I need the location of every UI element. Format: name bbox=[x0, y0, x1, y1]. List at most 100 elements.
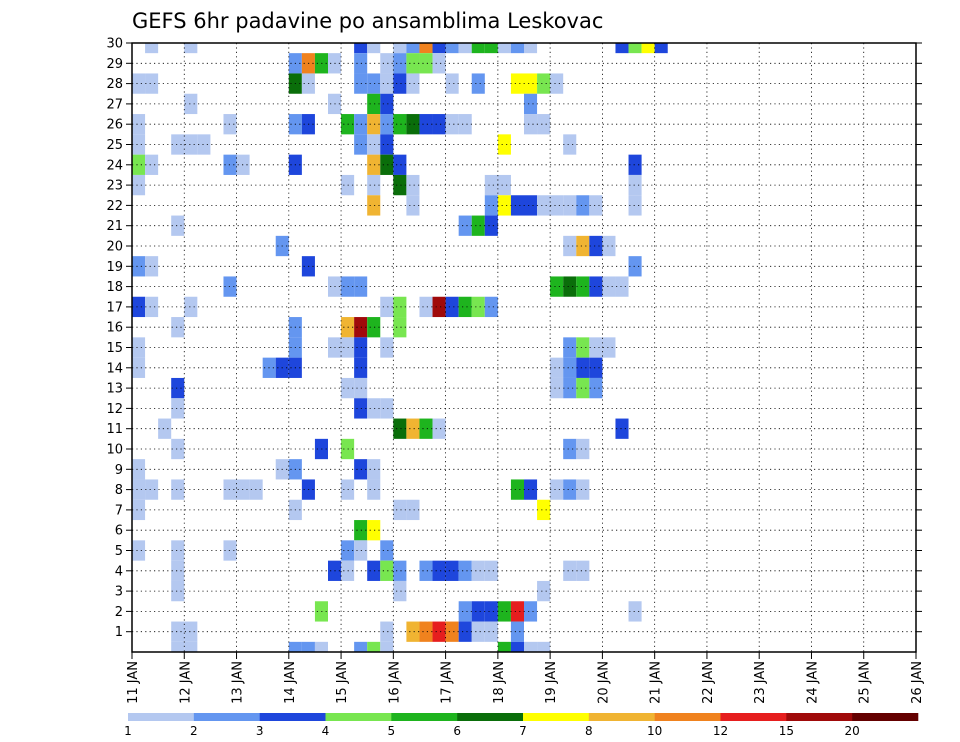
cell-member-18-step-32 bbox=[550, 276, 564, 297]
cells-layer bbox=[132, 43, 668, 652]
cell-member-26-step-18 bbox=[367, 114, 381, 135]
cell-member-2-step-29 bbox=[510, 601, 524, 622]
y-tick-label: 16 bbox=[106, 321, 123, 336]
cell-member-24-step-1 bbox=[145, 154, 159, 175]
colorbar-label: 10 bbox=[647, 724, 662, 738]
cell-member-22-step-33 bbox=[563, 195, 577, 216]
colorbar-label: 15 bbox=[779, 724, 794, 738]
cell-member-4-step-33 bbox=[563, 560, 577, 581]
cell-member-24-step-7 bbox=[223, 154, 237, 175]
cell-member-23-step-18 bbox=[367, 174, 381, 196]
cell-member-13-step-34 bbox=[576, 377, 590, 399]
cell-member-4-step-22 bbox=[419, 560, 433, 581]
cell-member-8-step-3 bbox=[171, 479, 185, 500]
cell-member-0-step-12 bbox=[288, 641, 302, 652]
cell-member-1-step-4 bbox=[184, 621, 198, 642]
cell-member-22-step-32 bbox=[550, 195, 564, 216]
cell-member-4-step-18 bbox=[367, 560, 381, 581]
cell-member-26-step-30 bbox=[524, 114, 538, 135]
cell-member-17-step-22 bbox=[419, 296, 433, 318]
cell-member-24-step-38 bbox=[628, 154, 642, 175]
cell-member-4-step-26 bbox=[471, 560, 485, 581]
cell-member-16-step-17 bbox=[354, 317, 368, 338]
cell-member-28-step-32 bbox=[550, 73, 564, 94]
cell-member-1-step-25 bbox=[458, 621, 472, 642]
cell-member-10-step-34 bbox=[576, 438, 590, 460]
colorbar-swatch bbox=[325, 713, 392, 721]
cell-member-14-step-0 bbox=[132, 357, 146, 378]
cell-member-17-step-4 bbox=[184, 296, 198, 318]
colorbar-label: 8 bbox=[585, 724, 593, 738]
cell-member-22-step-21 bbox=[406, 195, 420, 216]
cell-member-4-step-3 bbox=[171, 560, 185, 581]
cell-member-30-step-25 bbox=[458, 43, 472, 54]
cell-member-5-step-7 bbox=[223, 540, 237, 561]
cell-member-27-step-4 bbox=[184, 93, 198, 115]
cell-member-11-step-21 bbox=[406, 418, 420, 439]
cell-member-1-step-22 bbox=[419, 621, 433, 642]
colorbar-swatch bbox=[852, 713, 919, 721]
colorbar-swatch bbox=[786, 713, 853, 721]
cell-member-5-step-0 bbox=[132, 540, 146, 561]
cell-member-24-step-0 bbox=[132, 154, 146, 175]
cell-member-26-step-20 bbox=[393, 114, 407, 135]
y-tick-label: 7 bbox=[115, 503, 123, 518]
cell-member-30-step-21 bbox=[406, 43, 420, 54]
y-tick-label: 10 bbox=[106, 443, 123, 458]
y-tick-label: 15 bbox=[106, 341, 123, 356]
cell-member-17-step-27 bbox=[484, 296, 498, 318]
cell-member-29-step-20 bbox=[393, 53, 407, 74]
cell-member-17-step-23 bbox=[432, 296, 446, 318]
cell-member-12-step-19 bbox=[380, 398, 394, 419]
cell-member-19-step-38 bbox=[628, 256, 642, 277]
cell-member-17-step-0 bbox=[132, 296, 146, 318]
cell-member-29-step-17 bbox=[354, 53, 368, 74]
cell-member-22-step-34 bbox=[576, 195, 590, 216]
cell-member-8-step-34 bbox=[576, 479, 590, 500]
cell-member-18-step-34 bbox=[576, 276, 590, 297]
cell-member-21-step-3 bbox=[171, 215, 185, 236]
cell-member-4-step-25 bbox=[458, 560, 472, 581]
y-tick-label: 27 bbox=[106, 97, 123, 112]
cell-member-17-step-25 bbox=[458, 296, 472, 318]
cell-member-20-step-35 bbox=[589, 235, 603, 257]
colorbar-swatch bbox=[259, 713, 326, 721]
cell-member-25-step-3 bbox=[171, 134, 185, 155]
cell-member-21-step-27 bbox=[484, 215, 498, 236]
cell-member-24-step-19 bbox=[380, 154, 394, 175]
cell-member-11-step-20 bbox=[393, 418, 407, 439]
cell-member-9-step-17 bbox=[354, 459, 368, 480]
cell-member-4-step-34 bbox=[576, 560, 590, 581]
cell-member-7-step-20 bbox=[393, 499, 407, 521]
cell-member-23-step-0 bbox=[132, 174, 146, 196]
cell-member-18-step-36 bbox=[602, 276, 616, 297]
cell-member-28-step-24 bbox=[445, 73, 459, 94]
cell-member-27-step-18 bbox=[367, 93, 381, 115]
cell-member-9-step-0 bbox=[132, 459, 146, 480]
cell-member-14-step-33 bbox=[563, 357, 577, 378]
cell-member-15-step-34 bbox=[576, 337, 590, 358]
cell-member-8-step-29 bbox=[510, 479, 524, 500]
cell-member-30-step-39 bbox=[641, 43, 655, 54]
cell-member-0-step-17 bbox=[354, 641, 368, 652]
cell-member-13-step-32 bbox=[550, 377, 564, 399]
colorbar-label: 6 bbox=[453, 724, 461, 738]
x-tick-label: 20 JAN bbox=[596, 661, 611, 704]
y-tick-label: 2 bbox=[115, 605, 123, 620]
cell-member-15-step-0 bbox=[132, 337, 146, 358]
cell-member-21-step-26 bbox=[471, 215, 485, 236]
y-tick-label: 4 bbox=[115, 564, 123, 579]
cell-member-3-step-3 bbox=[171, 580, 185, 602]
cell-member-20-step-34 bbox=[576, 235, 590, 257]
cell-member-4-step-27 bbox=[484, 560, 498, 581]
cell-member-29-step-22 bbox=[419, 53, 433, 74]
cell-member-2-step-38 bbox=[628, 601, 642, 622]
cell-member-27-step-19 bbox=[380, 93, 394, 115]
cell-member-22-step-29 bbox=[510, 195, 524, 216]
cell-member-30-step-17 bbox=[354, 43, 368, 54]
cell-member-30-step-18 bbox=[367, 43, 381, 54]
cell-member-11-step-23 bbox=[432, 418, 446, 439]
cell-member-24-step-18 bbox=[367, 154, 381, 175]
y-tick-label: 29 bbox=[106, 57, 123, 72]
